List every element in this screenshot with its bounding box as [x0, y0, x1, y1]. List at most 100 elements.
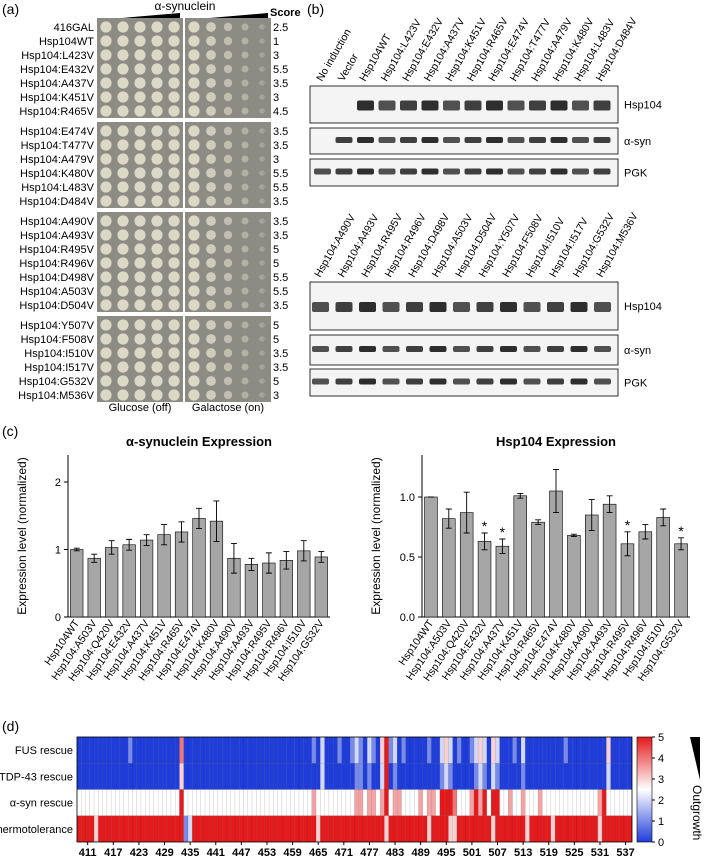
heatmap-cell — [294, 763, 300, 790]
error-bar — [445, 508, 452, 529]
heatmap-cell — [183, 815, 189, 843]
heatmap-cell — [115, 815, 120, 843]
heatmap-cell — [448, 736, 453, 764]
blot-band — [594, 302, 611, 312]
heatmap-cell — [273, 815, 278, 843]
heatmap-cell — [593, 763, 599, 790]
heatmap-cell — [439, 789, 445, 816]
heatmap-cell — [303, 815, 308, 843]
yeast-spot — [151, 91, 163, 103]
heatmap-cell — [98, 789, 103, 816]
blot-band — [357, 168, 374, 175]
heatmap-cell — [384, 763, 389, 790]
yeast-spot — [134, 299, 146, 311]
heatmap-cell — [264, 815, 270, 843]
heatmap-cell — [589, 789, 594, 816]
heatmap-cell — [307, 789, 313, 816]
heatmap-cell — [559, 736, 564, 764]
heatmap-cell — [285, 736, 291, 764]
strain-label: Hsp104:T477V — [21, 140, 95, 152]
heatmap-cell — [435, 763, 441, 790]
heatmap-cell — [456, 789, 462, 816]
yeast-spot — [206, 64, 216, 74]
heatmap-cell — [507, 736, 513, 764]
heatmap-cell — [166, 789, 172, 816]
strain-label: Hsp104:I510V — [24, 348, 94, 360]
error-bar — [570, 533, 577, 538]
heatmap-cell — [478, 815, 483, 843]
yeast-spot — [134, 361, 146, 373]
blot-band — [335, 168, 353, 175]
heatmap-cell — [76, 815, 82, 843]
heatmap-cell — [563, 763, 569, 790]
y-tick-label: 2 — [55, 477, 61, 489]
heatmap-cell — [234, 815, 240, 843]
row-label: TDP-43 rescue — [0, 771, 73, 783]
heatmap-cell — [76, 789, 82, 816]
yeast-spot — [259, 260, 265, 266]
heatmap-cell — [234, 763, 240, 790]
heatmap-cell — [405, 763, 411, 790]
yeast-spot — [151, 285, 163, 297]
yeast-spot — [134, 333, 146, 345]
heatmap-cell — [234, 789, 240, 816]
yeast-spot — [151, 125, 163, 137]
heatmap-cell — [443, 736, 449, 764]
heatmap-cell — [251, 789, 257, 816]
heatmap-cell — [618, 763, 624, 790]
heatmap-cell — [576, 763, 581, 790]
yeast-spot — [259, 128, 265, 134]
heatmap-cell — [456, 736, 462, 764]
heatmap-cell — [384, 789, 389, 816]
heatmap-cell — [251, 815, 257, 843]
heatmap-cell — [204, 763, 210, 790]
heatmap-cell — [601, 736, 607, 764]
x-tick-label: 459 — [283, 847, 301, 859]
heatmap-cell — [495, 815, 500, 843]
error-bar — [318, 551, 325, 563]
heatmap-cell — [332, 763, 338, 790]
heatmap-cell — [217, 763, 223, 790]
heatmap-cell — [281, 736, 287, 764]
blot-band — [314, 168, 331, 175]
heatmap-cell — [418, 763, 424, 790]
yeast-spot — [117, 243, 129, 255]
heatmap-cell — [439, 815, 445, 843]
score: 1 — [273, 36, 279, 48]
x-tick-label: 477 — [360, 847, 378, 859]
heatmap-cell — [226, 736, 231, 764]
strain-label: Hsp104:D498V — [19, 272, 94, 284]
bar — [122, 544, 136, 618]
row-label: α-syn rescue — [10, 798, 73, 810]
heatmap-cell — [294, 815, 300, 843]
heatmap-cell — [162, 736, 167, 764]
heatmap-cell — [439, 736, 445, 764]
yeast-spot — [241, 169, 249, 177]
heatmap-cell — [486, 763, 492, 790]
row-label: FUS rescue — [15, 745, 73, 757]
heatmap-cell — [388, 815, 394, 843]
heatmap-cell — [396, 789, 402, 816]
heatmap-cell — [431, 763, 436, 790]
x-tick-label: 435 — [181, 847, 199, 859]
heatmap-cell — [119, 763, 125, 790]
heatmap-cell — [414, 815, 419, 843]
yeast-spot — [100, 243, 112, 255]
heatmap-cell — [350, 815, 355, 843]
colorbar-label: Outgrowth — [690, 785, 704, 840]
yeast-spot — [259, 288, 265, 294]
yeast-spot — [117, 285, 129, 297]
blot-band — [529, 100, 546, 111]
heatmap-cell — [307, 736, 313, 764]
bar — [602, 503, 617, 618]
score: 3 — [273, 50, 279, 62]
heatmap-cell — [140, 789, 146, 816]
yeast-spot — [100, 229, 112, 241]
heatmap-cell — [482, 763, 488, 790]
yeast-spot — [117, 63, 129, 75]
heatmap-cell — [516, 763, 522, 790]
yeast-spot — [223, 182, 233, 192]
heatmap-cell — [268, 736, 274, 764]
yeast-spot — [151, 347, 163, 359]
heatmap-cell — [610, 763, 616, 790]
